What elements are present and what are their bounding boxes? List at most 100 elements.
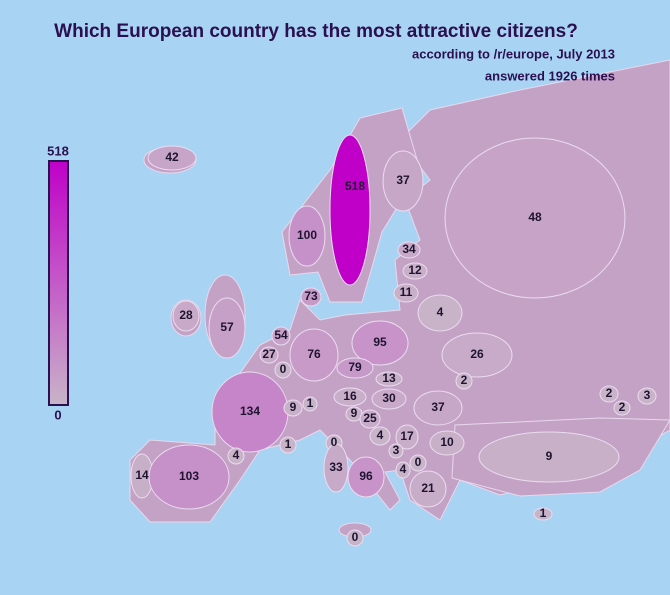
region xyxy=(369,426,391,446)
region xyxy=(409,454,427,472)
region xyxy=(455,372,473,390)
region xyxy=(413,390,463,426)
region-value: 13 xyxy=(382,371,396,385)
region-value: 26 xyxy=(470,347,484,361)
region-value: 17 xyxy=(400,429,414,443)
subtitle: according to /r/europe, July 2013 xyxy=(412,46,615,61)
region xyxy=(388,443,404,459)
region xyxy=(393,283,419,303)
region-value: 76 xyxy=(307,347,321,361)
region xyxy=(148,444,230,510)
region-value: 2 xyxy=(461,373,468,387)
region xyxy=(382,150,424,212)
region-value: 57 xyxy=(220,320,234,334)
region xyxy=(478,431,620,483)
region-value: 9 xyxy=(290,400,297,414)
region-value: 10 xyxy=(440,435,454,449)
region xyxy=(279,436,297,454)
region xyxy=(336,357,374,379)
region xyxy=(429,430,465,456)
region xyxy=(444,137,626,299)
region xyxy=(147,145,197,171)
region-value: 25 xyxy=(363,411,377,425)
region-value: 73 xyxy=(304,289,318,303)
region xyxy=(359,409,381,429)
region-value: 103 xyxy=(179,469,199,483)
region xyxy=(333,387,367,407)
region xyxy=(300,287,322,307)
region-value: 48 xyxy=(528,210,542,224)
region xyxy=(533,507,553,521)
region-value: 0 xyxy=(280,362,287,376)
region xyxy=(283,399,303,417)
region-value: 30 xyxy=(382,391,396,405)
legend-max: 518 xyxy=(47,143,69,158)
region-value: 100 xyxy=(297,228,317,242)
region xyxy=(172,300,200,332)
region-value: 0 xyxy=(352,530,359,544)
region-value: 518 xyxy=(345,179,365,193)
region-value: 4 xyxy=(233,448,240,462)
region xyxy=(441,332,513,378)
region-value: 34 xyxy=(402,242,416,256)
region-value: 4 xyxy=(377,428,384,442)
region xyxy=(346,529,364,547)
region-value: 4 xyxy=(400,462,407,476)
region xyxy=(271,326,291,346)
note: answered 1926 times xyxy=(485,68,615,83)
region-value: 79 xyxy=(348,360,362,374)
region-value: 9 xyxy=(351,406,358,420)
region xyxy=(274,361,292,379)
region-value: 1 xyxy=(307,396,314,410)
region-value: 95 xyxy=(373,335,387,349)
region xyxy=(208,297,246,359)
region xyxy=(375,371,403,387)
region xyxy=(347,456,385,498)
region-value: 3 xyxy=(393,443,400,457)
region-value: 134 xyxy=(240,404,260,418)
region-value: 21 xyxy=(421,481,435,495)
region-value: 27 xyxy=(262,347,276,361)
region xyxy=(397,241,421,259)
region xyxy=(351,320,409,366)
region xyxy=(227,447,245,465)
region-value: 33 xyxy=(329,460,343,474)
region-value: 12 xyxy=(408,263,422,277)
region-value: 2 xyxy=(606,386,613,400)
region xyxy=(259,346,279,364)
region-value: 42 xyxy=(165,150,179,164)
region-value: 37 xyxy=(431,400,445,414)
region xyxy=(637,387,657,405)
region-value: 9 xyxy=(546,449,553,463)
region-value: 28 xyxy=(179,308,193,322)
region xyxy=(323,443,349,493)
region xyxy=(417,294,463,332)
region-value: 4 xyxy=(437,305,444,319)
region-value: 1 xyxy=(540,506,547,520)
region-value: 14 xyxy=(135,468,149,482)
region-value: 0 xyxy=(415,455,422,469)
region-value: 37 xyxy=(396,173,410,187)
region-value: 16 xyxy=(343,389,357,403)
region-value: 2 xyxy=(619,400,626,414)
title: Which European country has the most attr… xyxy=(54,21,578,42)
region xyxy=(409,470,447,508)
region xyxy=(599,385,619,403)
region-value: 96 xyxy=(359,469,373,483)
region xyxy=(613,400,631,416)
region-value: 3 xyxy=(644,388,651,402)
region xyxy=(395,461,411,479)
region xyxy=(288,205,326,267)
region xyxy=(371,388,407,410)
region-value: 54 xyxy=(274,328,288,342)
legend-bar xyxy=(48,160,69,406)
region-value: 11 xyxy=(400,285,413,299)
region-value: 1 xyxy=(285,437,292,451)
region xyxy=(402,262,428,280)
legend-min: 0 xyxy=(54,407,61,422)
region-value: 0 xyxy=(331,435,338,449)
region xyxy=(302,396,318,412)
region xyxy=(395,424,419,450)
region xyxy=(289,328,339,382)
